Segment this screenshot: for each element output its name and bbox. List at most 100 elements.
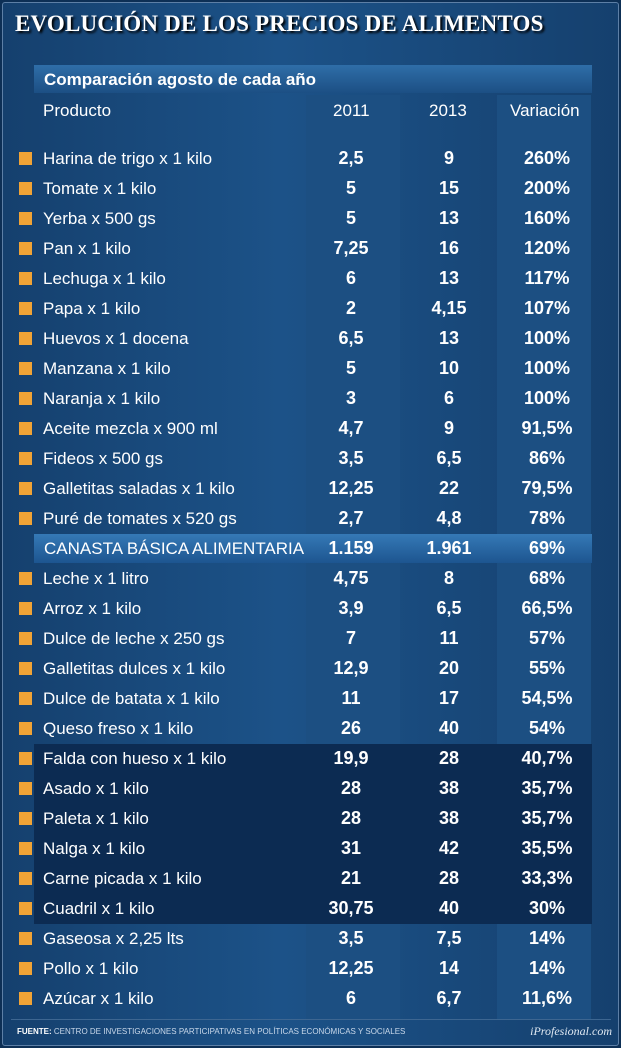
value-variation: 160% [523, 208, 571, 228]
value-2013: 13 [438, 328, 460, 348]
product-name: Azúcar x 1 kilo [43, 989, 154, 1008]
bullet-square-icon [19, 272, 32, 285]
bullet-square-icon [19, 812, 32, 825]
table-row: Yerba x 500 gs 5 13 160% [3, 204, 618, 234]
table-row: Huevos x 1 docena 6,5 13 100% [3, 324, 618, 354]
value-2011: 30,75 [328, 898, 374, 918]
value-2011: 7 [345, 628, 356, 648]
value-2013: 6,5 [436, 598, 462, 618]
column-header-2011: 2011 [333, 101, 370, 120]
product-name: Falda con hueso x 1 kilo [43, 749, 227, 768]
bullet-square-icon [19, 632, 32, 645]
bullet-square-icon [19, 872, 32, 885]
value-2011: 31 [340, 838, 362, 858]
value-2013: 1.961 [426, 538, 472, 558]
table-row: Dulce de leche x 250 gs 7 11 57% [3, 624, 618, 654]
product-name: Paleta x 1 kilo [43, 809, 149, 828]
product-name: Lechuga x 1 kilo [43, 269, 166, 288]
product-name: Leche x 1 litro [43, 569, 149, 588]
value-2011: 28 [340, 808, 362, 828]
product-name: Naranja x 1 kilo [43, 389, 161, 408]
value-variation: 66,5% [521, 598, 573, 618]
bullet-square-icon [19, 572, 32, 585]
product-name: Galletitas saladas x 1 kilo [43, 479, 235, 498]
product-name: Dulce de batata x 1 kilo [43, 689, 220, 708]
bullet-square-icon [19, 782, 32, 795]
value-2013: 38 [438, 808, 460, 828]
bullet-square-icon [19, 242, 32, 255]
table-row: Asado x 1 kilo 28 38 35,7% [3, 774, 618, 804]
product-name: Tomate x 1 kilo [43, 179, 157, 198]
canasta-basica-row: CANASTA BÁSICA ALIMENTARIA 1.159 1.961 69% [34, 534, 592, 563]
table-row: Tomate x 1 kilo 5 15 200% [3, 174, 618, 204]
bullet-square-icon [19, 932, 32, 945]
table-row: Gaseosa x 2,25 lts 3,5 7,5 14% [3, 924, 618, 954]
value-variation: 40,7% [521, 748, 573, 768]
value-variation: 35,7% [521, 778, 573, 798]
value-2011: 12,9 [333, 658, 369, 678]
value-2011: 3,5 [338, 928, 364, 948]
bullet-square-icon [19, 902, 32, 915]
table-row: Puré de tomates x 520 gs 2,7 4,8 78% [3, 504, 618, 534]
product-name: CANASTA BÁSICA ALIMENTARIA [44, 539, 305, 558]
meat-rows-band [34, 744, 592, 924]
value-variation: 55% [528, 658, 566, 678]
product-name: Carne picada x 1 kilo [43, 869, 202, 888]
value-2011: 6 [345, 988, 356, 1008]
value-2013: 40 [438, 898, 460, 918]
value-2013: 4,8 [436, 508, 462, 528]
table-row: Cuadril x 1 kilo 30,75 40 30% [3, 894, 618, 924]
value-2011: 3,9 [338, 598, 364, 618]
value-2011: 5 [345, 178, 356, 198]
value-variation: 86% [528, 448, 566, 468]
table-row: Carne picada x 1 kilo 21 28 33,3% [3, 864, 618, 894]
value-2013: 4,15 [431, 298, 467, 318]
table-row: Queso freso x 1 kilo 26 40 54% [3, 714, 618, 744]
product-name: Nalga x 1 kilo [43, 839, 146, 858]
table-row: Leche x 1 litro 4,75 8 68% [3, 564, 618, 594]
product-name: Gaseosa x 2,25 lts [43, 929, 184, 948]
bullet-square-icon [19, 602, 32, 615]
product-name: Harina de trigo x 1 kilo [43, 149, 213, 168]
bullet-square-icon [19, 212, 32, 225]
value-2013: 17 [438, 688, 460, 708]
bullet-square-icon [19, 692, 32, 705]
value-2013: 20 [438, 658, 460, 678]
table-row: Lechuga x 1 kilo 6 13 117% [3, 264, 618, 294]
value-variation: 35,5% [521, 838, 573, 858]
value-2011: 4,75 [333, 568, 369, 588]
bullet-square-icon [19, 302, 32, 315]
value-variation: 57% [528, 628, 566, 648]
value-2011: 2,5 [338, 148, 364, 168]
subtitle-bar: Comparación agosto de cada año [34, 65, 592, 93]
value-2013: 38 [438, 778, 460, 798]
bullet-square-icon [19, 722, 32, 735]
product-name: Dulce de leche x 250 gs [43, 629, 225, 648]
value-2011: 26 [340, 718, 362, 738]
value-2013: 15 [438, 178, 460, 198]
bullet-square-icon [19, 512, 32, 525]
product-name: Arroz x 1 kilo [43, 599, 142, 618]
value-2011: 28 [340, 778, 362, 798]
value-variation: 14% [528, 958, 566, 978]
value-2013: 8 [443, 568, 454, 588]
value-2011: 6 [345, 268, 356, 288]
value-variation: 200% [523, 178, 571, 198]
product-name: Aceite mezcla x 900 ml [43, 419, 218, 438]
product-name: Pollo x 1 kilo [43, 959, 139, 978]
value-2011: 6,5 [338, 328, 364, 348]
table-row: Falda con hueso x 1 kilo 19,9 28 40,7% [3, 744, 618, 774]
value-2013: 7,5 [436, 928, 462, 948]
value-variation: 78% [528, 508, 566, 528]
value-2011: 12,25 [328, 958, 374, 978]
bullet-square-icon [19, 152, 32, 165]
bullet-square-icon [19, 362, 32, 375]
chart-title: EVOLUCIÓN DE LOS PRECIOS DE ALIMENTOS [15, 11, 544, 36]
value-2013: 10 [438, 358, 460, 378]
table-row: Nalga x 1 kilo 31 42 35,5% [3, 834, 618, 864]
footer-source: FUENTE: CENTRO DE INVESTIGACIONES PARTIC… [17, 1027, 405, 1036]
table-row: Manzana x 1 kilo 5 10 100% [3, 354, 618, 384]
value-2013: 28 [438, 748, 460, 768]
value-variation: 35,7% [521, 808, 573, 828]
